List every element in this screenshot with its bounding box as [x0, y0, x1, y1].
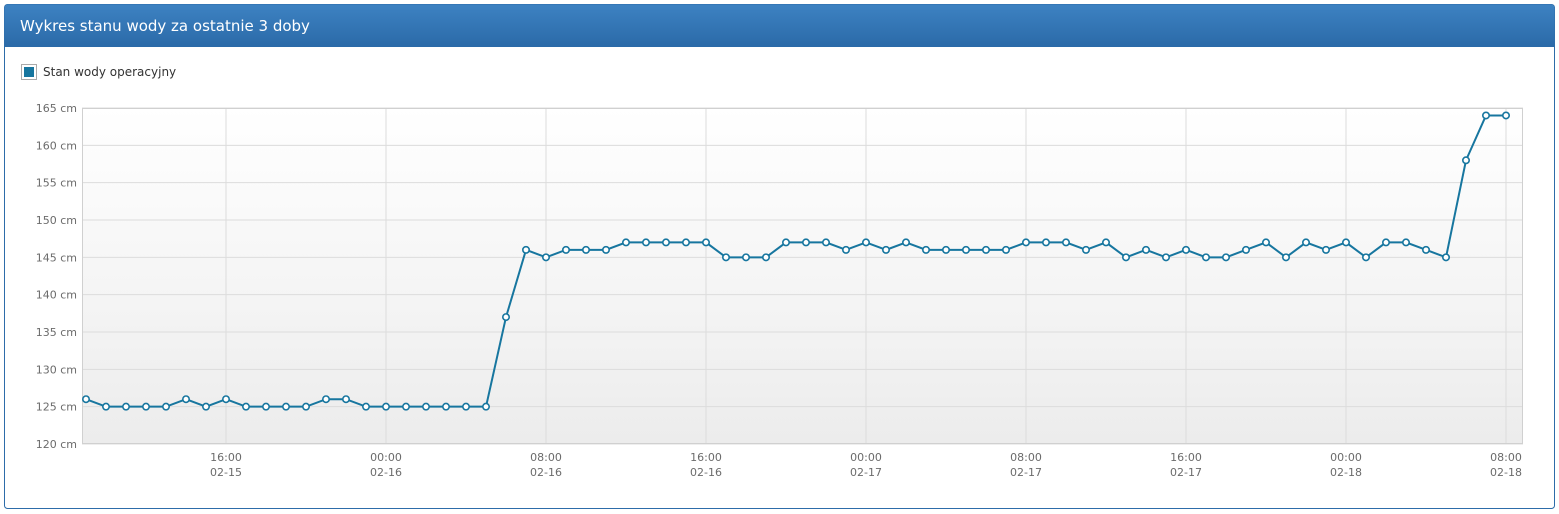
x-tick-label: 08:00 02-16: [530, 451, 562, 479]
data-point: [361, 402, 370, 411]
data-point: [321, 395, 330, 404]
data-point: [281, 402, 290, 411]
y-tick-label: 150 cm: [36, 214, 77, 227]
y-tick-label: 155 cm: [36, 177, 77, 190]
data-point: [1462, 156, 1471, 165]
data-point: [401, 402, 410, 411]
x-tick-label: 16:00 02-15: [210, 451, 242, 479]
data-point: [901, 238, 910, 247]
data-point: [521, 245, 530, 254]
data-point: [122, 402, 131, 411]
data-point: [301, 402, 310, 411]
data-point: [1382, 238, 1391, 247]
data-point: [1282, 253, 1291, 262]
x-tick-label: 08:00 02-18: [1490, 451, 1522, 479]
data-point: [1142, 245, 1151, 254]
data-point: [421, 402, 430, 411]
data-point: [1482, 111, 1491, 120]
y-tick-label: 165 cm: [36, 102, 77, 115]
data-point: [1262, 238, 1271, 247]
data-point: [222, 395, 231, 404]
data-point: [861, 238, 870, 247]
data-point: [1302, 238, 1311, 247]
data-point: [381, 402, 390, 411]
data-point: [501, 313, 510, 322]
y-tick-label: 140 cm: [36, 289, 77, 302]
data-point: [1021, 238, 1030, 247]
data-point: [441, 402, 450, 411]
data-point: [701, 238, 710, 247]
y-tick-label: 125 cm: [36, 401, 77, 414]
data-point: [1202, 253, 1211, 262]
data-point: [1102, 238, 1111, 247]
x-tick-label: 00:00 02-16: [370, 451, 402, 479]
data-point: [561, 245, 570, 254]
data-point: [941, 245, 950, 254]
data-point: [761, 253, 770, 262]
data-point: [261, 402, 270, 411]
data-point: [82, 395, 91, 404]
data-point: [481, 402, 490, 411]
legend-swatch: [24, 67, 34, 77]
data-point: [1122, 253, 1131, 262]
data-point: [1422, 245, 1431, 254]
data-point: [102, 402, 111, 411]
data-point: [1182, 245, 1191, 254]
data-point: [601, 245, 610, 254]
y-tick-label: 120 cm: [36, 438, 77, 451]
y-tick-label: 160 cm: [36, 139, 77, 152]
data-point: [202, 402, 211, 411]
data-point: [1042, 238, 1051, 247]
data-point: [341, 395, 350, 404]
data-point: [961, 245, 970, 254]
x-tick-label: 00:00 02-18: [1330, 451, 1362, 479]
data-point: [1342, 238, 1351, 247]
data-point: [721, 253, 730, 262]
data-point: [1082, 245, 1091, 254]
panel-header: [4, 4, 1555, 47]
data-point: [1362, 253, 1371, 262]
y-tick-label: 135 cm: [36, 326, 77, 339]
data-point: [1442, 253, 1451, 262]
data-point: [781, 238, 790, 247]
data-point: [621, 238, 630, 247]
data-point: [681, 238, 690, 247]
data-point: [1502, 111, 1511, 120]
data-point: [981, 245, 990, 254]
data-point: [1322, 245, 1331, 254]
data-point: [182, 395, 191, 404]
x-tick-label: 16:00 02-17: [1170, 451, 1202, 479]
data-point: [461, 402, 470, 411]
data-point: [581, 245, 590, 254]
data-point: [881, 245, 890, 254]
data-point: [142, 402, 151, 411]
y-tick-label: 145 cm: [36, 251, 77, 264]
data-point: [242, 402, 251, 411]
panel-title: Wykres stanu wody za ostatnie 3 doby: [20, 17, 310, 35]
x-tick-label: 08:00 02-17: [1010, 451, 1042, 479]
data-point: [821, 238, 830, 247]
x-tick-label: 16:00 02-16: [690, 451, 722, 479]
plot-border: [82, 108, 1523, 444]
data-point: [1222, 253, 1231, 262]
data-point: [162, 402, 171, 411]
data-point: [841, 245, 850, 254]
x-tick-label: 00:00 02-17: [850, 451, 882, 479]
data-point: [921, 245, 930, 254]
data-point: [1001, 245, 1010, 254]
data-point: [1062, 238, 1071, 247]
y-tick-label: 130 cm: [36, 363, 77, 376]
data-point: [801, 238, 810, 247]
legend-label: Stan wody operacyjny: [43, 65, 176, 79]
data-point: [741, 253, 750, 262]
data-point: [1402, 238, 1411, 247]
data-point: [541, 253, 550, 262]
plot-background: [82, 108, 1523, 444]
data-point: [1242, 245, 1251, 254]
data-point: [661, 238, 670, 247]
data-point: [641, 238, 650, 247]
data-point: [1162, 253, 1171, 262]
